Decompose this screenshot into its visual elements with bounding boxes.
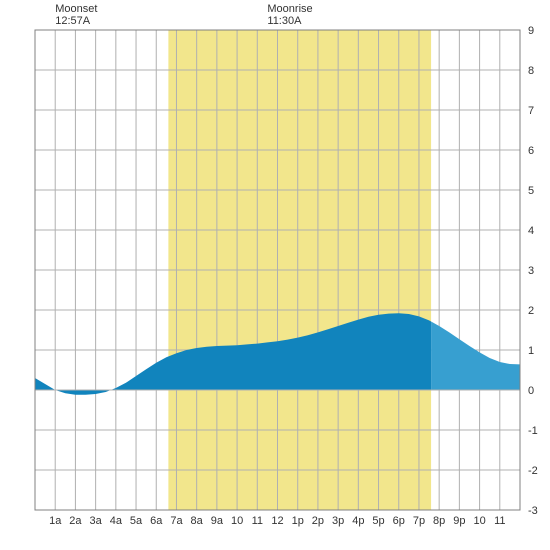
x-tick-label: 5a	[130, 515, 143, 527]
x-tick-label: 4a	[110, 515, 123, 527]
y-tick-label: 2	[528, 305, 534, 317]
x-tick-label: 8p	[433, 515, 445, 527]
x-tick-label: 8a	[191, 515, 204, 527]
y-tick-label: -2	[528, 465, 538, 477]
y-tick-label: 6	[528, 145, 534, 157]
x-tick-label: 12	[271, 515, 283, 527]
moonset-time: 12:57A	[55, 15, 91, 27]
x-tick-label: 5p	[372, 515, 384, 527]
x-tick-label: 9p	[453, 515, 465, 527]
x-tick-label: 3a	[90, 515, 103, 527]
x-tick-label: 3p	[332, 515, 344, 527]
x-tick-label: 7p	[413, 515, 425, 527]
x-tick-label: 11	[494, 515, 505, 527]
moonrise-title: Moonrise	[267, 3, 312, 15]
y-tick-label: 1	[528, 345, 534, 357]
x-tick-label: 6p	[393, 515, 405, 527]
x-tick-label: 10	[231, 515, 243, 527]
moonrise-time: 11:30A	[267, 15, 302, 27]
moonset-title: Moonset	[55, 3, 97, 15]
chart-svg: 1a2a3a4a5a6a7a8a9a1011121p2p3p4p5p6p7p8p…	[0, 0, 550, 550]
y-tick-label: 0	[528, 385, 534, 397]
y-tick-label: 4	[528, 225, 534, 237]
y-tick-label: 3	[528, 265, 534, 277]
y-tick-label: -1	[528, 425, 538, 437]
x-tick-label: 9a	[211, 515, 224, 527]
x-tick-label: 1p	[292, 515, 304, 527]
y-tick-label: 7	[528, 105, 534, 117]
x-tick-label: 2a	[69, 515, 82, 527]
x-tick-label: 4p	[352, 515, 364, 527]
y-tick-label: 9	[528, 25, 534, 37]
y-tick-label: 5	[528, 185, 534, 197]
x-tick-label: 2p	[312, 515, 324, 527]
tide-chart: 1a2a3a4a5a6a7a8a9a1011121p2p3p4p5p6p7p8p…	[0, 0, 550, 550]
x-tick-label: 11	[252, 515, 263, 527]
y-tick-label: 8	[528, 65, 534, 77]
x-tick-label: 10	[473, 515, 485, 527]
y-tick-label: -3	[528, 505, 538, 517]
x-tick-label: 7a	[170, 515, 183, 527]
x-tick-label: 6a	[150, 515, 163, 527]
x-tick-label: 1a	[49, 515, 62, 527]
